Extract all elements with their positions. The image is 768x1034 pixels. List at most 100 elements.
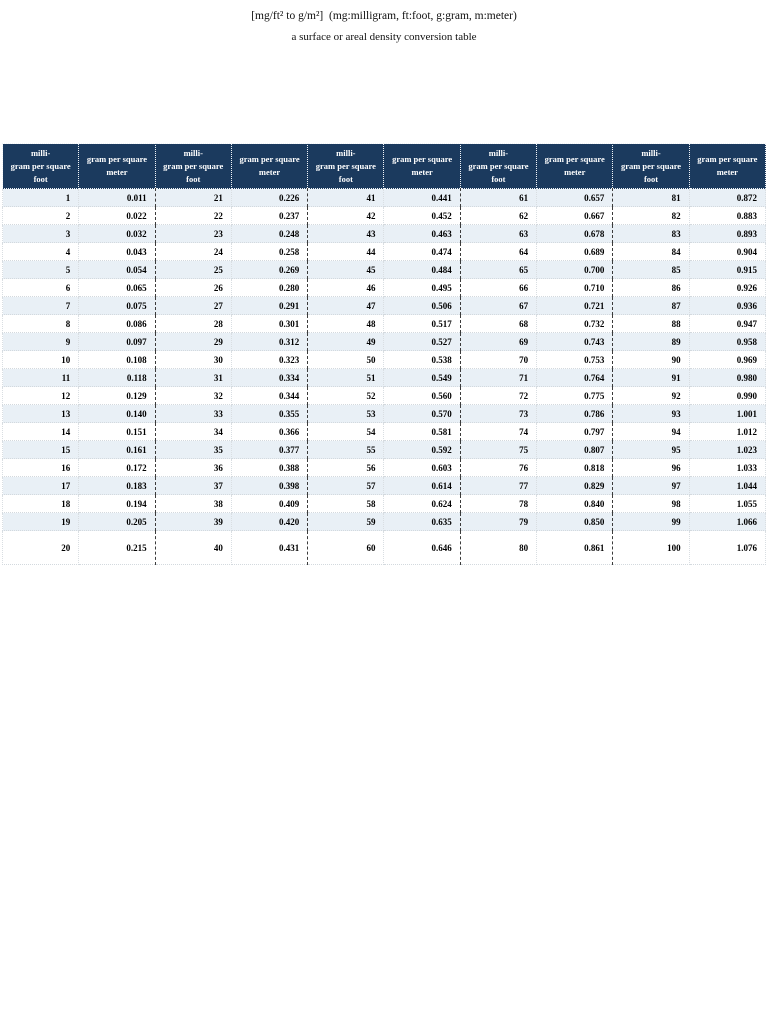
table-row: 2 0.022 22 0.237 42 0.452 62 0.667 82 0.883: [1, 206, 767, 225]
cell-mg-per-sqft: 63: [459, 224, 538, 243]
cell-g-per-sqm: 0.205: [78, 512, 156, 531]
cell-mg-per-sqft: 31: [154, 368, 232, 387]
cell-g-per-sqm: 0.398: [230, 476, 309, 495]
cell-g-per-sqm: 1.076: [688, 530, 767, 565]
cell-g-per-sqm: 0.527: [383, 332, 461, 351]
cell-mg-per-sqft: 72: [459, 386, 538, 405]
cell-mg-per-sqft: 64: [459, 242, 538, 261]
cell-mg-per-sqft: 35: [154, 440, 232, 459]
cell-mg-per-sqft: 7: [1, 296, 80, 315]
cell-mg-per-sqft: 81: [612, 188, 690, 207]
cell-mg-per-sqft: 12: [1, 386, 80, 405]
cell-g-per-sqm: 0.764: [536, 368, 614, 387]
cell-mg-per-sqft: 10: [1, 350, 80, 369]
cell-mg-per-sqft: 16: [1, 458, 80, 477]
cell-mg-per-sqft: 43: [307, 224, 385, 243]
cell-g-per-sqm: 0.560: [383, 386, 461, 405]
cell-mg-per-sqft: 58: [307, 494, 385, 513]
cell-mg-per-sqft: 14: [1, 422, 80, 441]
cell-mg-per-sqft: 55: [307, 440, 385, 459]
table-row: 4 0.043 24 0.258 44 0.474 64 0.689 84 0.904: [1, 242, 767, 261]
cell-g-per-sqm: 0.086: [78, 314, 156, 333]
cell-mg-per-sqft: 45: [307, 260, 385, 279]
col-header-g-per-sqm: gram per square meter: [536, 143, 614, 189]
cell-g-per-sqm: 1.066: [688, 512, 767, 531]
table-row: 12 0.129 32 0.344 52 0.560 72 0.775 92 0.990: [1, 386, 767, 405]
cell-mg-per-sqft: 57: [307, 476, 385, 495]
table-row: 13 0.140 33 0.355 53 0.570 73 0.786 93 1.001: [1, 404, 767, 423]
cell-mg-per-sqft: 54: [307, 422, 385, 441]
cell-mg-per-sqft: 66: [459, 278, 538, 297]
cell-mg-per-sqft: 20: [1, 530, 80, 565]
cell-mg-per-sqft: 39: [154, 512, 232, 531]
cell-mg-per-sqft: 23: [154, 224, 232, 243]
cell-g-per-sqm: 0.484: [383, 260, 461, 279]
cell-mg-per-sqft: 96: [612, 458, 690, 477]
table-row: 15 0.161 35 0.377 55 0.592 75 0.807 95 1.023: [1, 440, 767, 459]
cell-g-per-sqm: 0.603: [383, 458, 461, 477]
cell-mg-per-sqft: 50: [307, 350, 385, 369]
cell-mg-per-sqft: 51: [307, 368, 385, 387]
cell-mg-per-sqft: 41: [307, 188, 385, 207]
cell-g-per-sqm: 1.023: [688, 440, 767, 459]
cell-g-per-sqm: 0.495: [383, 278, 461, 297]
cell-g-per-sqm: 0.936: [688, 296, 767, 315]
cell-mg-per-sqft: 30: [154, 350, 232, 369]
cell-mg-per-sqft: 52: [307, 386, 385, 405]
cell-g-per-sqm: 0.818: [536, 458, 614, 477]
cell-g-per-sqm: 0.463: [383, 224, 461, 243]
page-title: [mg/ft² to g/m²] (mg:milligram, ft:foot,…: [251, 10, 517, 22]
cell-g-per-sqm: 0.280: [230, 278, 309, 297]
cell-mg-per-sqft: 78: [459, 494, 538, 513]
table-row: 10 0.108 30 0.323 50 0.538 70 0.753 90 0.969: [1, 350, 767, 369]
cell-g-per-sqm: 0.678: [536, 224, 614, 243]
cell-mg-per-sqft: 62: [459, 206, 538, 225]
cell-g-per-sqm: 0.732: [536, 314, 614, 333]
cell-g-per-sqm: 0.215: [78, 530, 156, 565]
cell-mg-per-sqft: 88: [612, 314, 690, 333]
col-header-g-per-sqm: gram per square meter: [230, 143, 309, 189]
cell-mg-per-sqft: 82: [612, 206, 690, 225]
cell-g-per-sqm: 0.194: [78, 494, 156, 513]
cell-g-per-sqm: 0.947: [688, 314, 767, 333]
cell-mg-per-sqft: 46: [307, 278, 385, 297]
table-row: 11 0.118 31 0.334 51 0.549 71 0.764 91 0.980: [1, 368, 767, 387]
cell-mg-per-sqft: 83: [612, 224, 690, 243]
cell-mg-per-sqft: 18: [1, 494, 80, 513]
cell-mg-per-sqft: 32: [154, 386, 232, 405]
cell-mg-per-sqft: 70: [459, 350, 538, 369]
cell-g-per-sqm: 0.581: [383, 422, 461, 441]
cell-mg-per-sqft: 87: [612, 296, 690, 315]
cell-mg-per-sqft: 80: [459, 530, 538, 565]
cell-mg-per-sqft: 98: [612, 494, 690, 513]
conversion-table-wrap: milli-gram per square foot gram per square…: [1, 143, 767, 565]
cell-mg-per-sqft: 24: [154, 242, 232, 261]
cell-mg-per-sqft: 68: [459, 314, 538, 333]
cell-g-per-sqm: 0.592: [383, 440, 461, 459]
cell-mg-per-sqft: 93: [612, 404, 690, 423]
cell-g-per-sqm: 0.743: [536, 332, 614, 351]
cell-g-per-sqm: 0.032: [78, 224, 156, 243]
cell-g-per-sqm: 0.753: [536, 350, 614, 369]
cell-mg-per-sqft: 17: [1, 476, 80, 495]
cell-g-per-sqm: 0.958: [688, 332, 767, 351]
cell-mg-per-sqft: 5: [1, 260, 80, 279]
cell-g-per-sqm: 1.001: [688, 404, 767, 423]
cell-g-per-sqm: 0.452: [383, 206, 461, 225]
cell-mg-per-sqft: 25: [154, 260, 232, 279]
cell-g-per-sqm: 0.872: [688, 188, 767, 207]
cell-g-per-sqm: 0.710: [536, 278, 614, 297]
cell-mg-per-sqft: 84: [612, 242, 690, 261]
cell-g-per-sqm: 0.291: [230, 296, 309, 315]
cell-mg-per-sqft: 28: [154, 314, 232, 333]
cell-g-per-sqm: 0.570: [383, 404, 461, 423]
cell-mg-per-sqft: 21: [154, 188, 232, 207]
cell-g-per-sqm: 0.312: [230, 332, 309, 351]
cell-mg-per-sqft: 59: [307, 512, 385, 531]
col-header-mg-per-sqft: milli-gram per square foot: [1, 143, 80, 189]
cell-g-per-sqm: 0.011: [78, 188, 156, 207]
col-header-g-per-sqm: gram per square meter: [78, 143, 156, 189]
cell-g-per-sqm: 0.151: [78, 422, 156, 441]
cell-g-per-sqm: 0.258: [230, 242, 309, 261]
cell-mg-per-sqft: 89: [612, 332, 690, 351]
